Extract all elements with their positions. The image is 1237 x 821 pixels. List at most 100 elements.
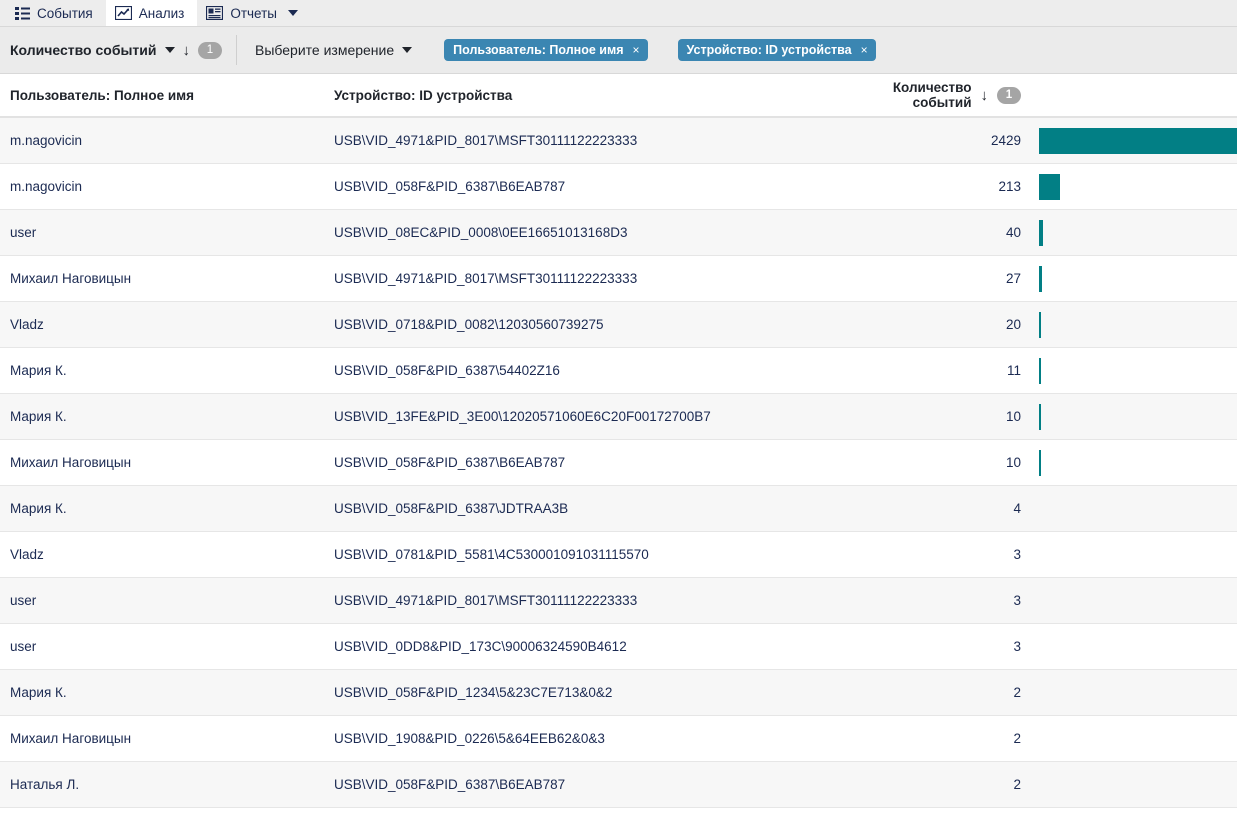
cell-value: 2	[1013, 685, 1021, 700]
cell-device: USB\VID_058F&PID_6387\B6EAB787	[334, 179, 566, 194]
table-row[interactable]: m.nagovicin USB\VID_4971&PID_8017\MSFT301…	[0, 118, 1237, 164]
cell-value: 20	[1005, 317, 1021, 332]
cell-bar-track	[1021, 256, 1237, 301]
cell-user: Михаил Наговицын	[10, 455, 132, 470]
cell-value: 40	[1005, 225, 1021, 240]
list-icon	[15, 6, 30, 20]
table-row[interactable]: user USB\VID_0DD8&PID_173C\90006324590B46…	[0, 624, 1237, 670]
cell-bar-track	[1021, 762, 1237, 807]
table-row[interactable]: Михаил Наговицын USB\VID_1908&PID_0226\5&…	[0, 716, 1237, 762]
report-document-icon	[206, 6, 224, 20]
value-bar	[1039, 127, 1237, 154]
cell-value: 11	[1006, 363, 1021, 378]
cell-user: m.nagovicin	[10, 179, 83, 194]
cell-bar-track	[1021, 670, 1237, 715]
cell-user: Михаил Наговицын	[10, 731, 132, 746]
cell-value: 27	[1005, 271, 1021, 286]
cell-value: 3	[1013, 639, 1021, 654]
chip-user-fullname-label: Пользователь: Полное имя	[453, 43, 624, 57]
chip-user-fullname[interactable]: Пользователь: Полное имя ×	[444, 39, 648, 61]
cell-value: 213	[998, 179, 1021, 194]
cell-device: USB\VID_13FE&PID_3E00\12020571060E6C20F0…	[334, 409, 711, 424]
table-row[interactable]: Михаил Наговицын USB\VID_4971&PID_8017\MS…	[0, 256, 1237, 302]
cell-value: 10	[1005, 409, 1021, 424]
cell-user: Мария К.	[10, 409, 67, 424]
cell-bar-track	[1021, 118, 1237, 163]
column-header-device[interactable]: Устройство: ID устройства	[334, 87, 513, 103]
chart-line-icon	[114, 6, 132, 20]
dimension-selector-label: Выберите измерение	[255, 42, 395, 58]
cell-bar-track	[1021, 348, 1237, 393]
cell-user: Vladz	[10, 317, 44, 332]
table-row[interactable]: Михаил Наговицын USB\VID_058F&PID_6387\B6…	[0, 440, 1237, 486]
sort-descending-icon[interactable]: ↓	[182, 41, 191, 59]
cell-value: 2	[1013, 777, 1021, 792]
cell-bar-track	[1021, 624, 1237, 669]
cell-bar-track	[1021, 164, 1237, 209]
table-row[interactable]: Мария К. USB\VID_058F&PID_6387\JDTRAA3B 4	[0, 486, 1237, 532]
tab-events[interactable]: События	[6, 0, 106, 26]
sort-order-badge[interactable]: 1	[198, 41, 222, 59]
cell-value: 10	[1005, 455, 1021, 470]
column-header-value-label: Количество событий	[892, 80, 972, 110]
column-header-user[interactable]: Пользователь: Полное имя	[10, 87, 194, 103]
value-bar	[1039, 173, 1060, 200]
table-row[interactable]: Наталья Л. USB\VID_058F&PID_6387\B6EAB787…	[0, 762, 1237, 808]
table-row[interactable]: Vladz USB\VID_0718&PID_0082\1203056073927…	[0, 302, 1237, 348]
cell-user: Мария К.	[10, 501, 67, 516]
cell-user: user	[10, 639, 37, 654]
close-icon[interactable]: ×	[632, 43, 640, 57]
cell-bar-track	[1021, 578, 1237, 623]
measure-selector[interactable]: Количество событий ↓ 1	[10, 35, 237, 65]
cell-value: 3	[1013, 547, 1021, 562]
cell-device: USB\VID_058F&PID_6387\54402Z16	[334, 363, 560, 378]
analysis-toolbar: Количество событий ↓ 1 Выберите измерени…	[0, 27, 1237, 74]
table-row[interactable]: Мария К. USB\VID_058F&PID_1234\5&23C7E713…	[0, 670, 1237, 716]
tab-analysis[interactable]: Анализ	[105, 0, 198, 26]
cell-bar-track	[1021, 532, 1237, 577]
value-bar	[1039, 265, 1042, 292]
value-bar	[1039, 311, 1041, 338]
close-icon[interactable]: ×	[860, 43, 868, 57]
measure-label[interactable]: Количество событий	[10, 42, 157, 58]
tab-reports[interactable]: Отчеты	[197, 0, 311, 26]
cell-bar-track	[1021, 716, 1237, 761]
value-bar	[1039, 403, 1041, 430]
value-bar	[1039, 219, 1043, 246]
tab-analysis-label: Анализ	[138, 5, 185, 21]
cell-value: 2	[1013, 731, 1021, 746]
chip-device-id[interactable]: Устройство: ID устройства ×	[677, 39, 876, 61]
cell-bar-track	[1021, 210, 1237, 255]
table-row[interactable]: user USB\VID_4971&PID_8017\MSFT3011112222…	[0, 578, 1237, 624]
cell-user: Наталья Л.	[10, 777, 80, 792]
dimension-selector[interactable]: Выберите измерение	[255, 42, 428, 58]
table-row[interactable]: Vladz USB\VID_0781&PID_5581\4C53000109103…	[0, 532, 1237, 578]
cell-device: USB\VID_1908&PID_0226\5&64EEB62&0&3	[334, 731, 605, 746]
value-bar	[1039, 449, 1041, 476]
cell-device: USB\VID_0718&PID_0082\12030560739275	[334, 317, 604, 332]
header-sort-descending-icon[interactable]: ↓	[980, 86, 989, 104]
main-tab-bar: События Анализ Отчеты	[0, 0, 1237, 27]
chevron-down-icon[interactable]	[287, 10, 298, 16]
cell-device: USB\VID_058F&PID_6387\B6EAB787	[334, 777, 566, 792]
cell-device: USB\VID_058F&PID_1234\5&23C7E713&0&2	[334, 685, 613, 700]
table-header-row: Пользователь: Полное имя Устройство: ID …	[0, 74, 1237, 118]
cell-device: USB\VID_0DD8&PID_173C\90006324590B4612	[334, 639, 627, 654]
value-bar	[1039, 357, 1041, 384]
cell-value: 3	[1013, 593, 1021, 608]
table-row[interactable]: m.nagovicin USB\VID_058F&PID_6387\B6EAB78…	[0, 164, 1237, 210]
table-row[interactable]: Мария К. USB\VID_058F&PID_6387\54402Z16 11	[0, 348, 1237, 394]
measure-chevron-down-icon[interactable]	[164, 47, 175, 53]
dimension-chevron-down-icon[interactable]	[402, 47, 413, 53]
table-row[interactable]: Мария К. USB\VID_13FE&PID_3E00\1202057106…	[0, 394, 1237, 440]
cell-user: Мария К.	[10, 685, 67, 700]
header-sort-order-badge[interactable]: 1	[997, 86, 1021, 104]
cell-device: USB\VID_4971&PID_8017\MSFT30111122223333	[334, 133, 638, 148]
active-dimension-chips: Пользователь: Полное имя × Устройство: I…	[444, 39, 876, 61]
chip-device-id-label: Устройство: ID устройства	[686, 43, 852, 57]
cell-device: USB\VID_4971&PID_8017\MSFT30111122223333	[334, 593, 638, 608]
column-header-value-group[interactable]: Количество событий ↓ 1	[893, 80, 1021, 110]
results-table-body: m.nagovicin USB\VID_4971&PID_8017\MSFT301…	[0, 118, 1237, 808]
cell-device: USB\VID_058F&PID_6387\JDTRAA3B	[334, 501, 569, 516]
table-row[interactable]: user USB\VID_08EC&PID_0008\0EE16651013168…	[0, 210, 1237, 256]
